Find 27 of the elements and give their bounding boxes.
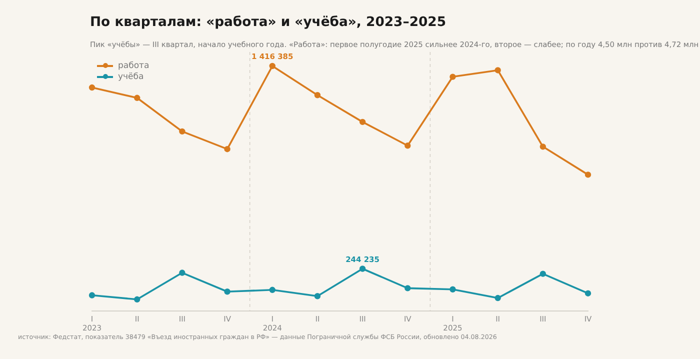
point	[494, 294, 501, 302]
point	[314, 293, 321, 300]
point	[359, 118, 366, 126]
point	[359, 266, 366, 272]
point	[88, 84, 96, 91]
point	[540, 144, 546, 150]
point	[224, 146, 230, 152]
point	[224, 288, 230, 295]
point	[179, 128, 186, 135]
point	[584, 172, 592, 178]
point	[179, 270, 186, 276]
point	[450, 74, 456, 80]
point	[494, 67, 501, 74]
point	[584, 290, 592, 296]
point	[450, 286, 456, 292]
point	[88, 292, 96, 298]
legend-label: учёба	[118, 72, 144, 82]
point	[404, 142, 411, 149]
chart-title: По кварталам: «работа» и «учёба», 2023–2025	[90, 15, 446, 30]
point	[269, 62, 276, 70]
legend-label: работа	[118, 60, 150, 70]
point	[540, 270, 546, 277]
point	[134, 94, 140, 101]
point	[404, 285, 411, 292]
point	[314, 92, 321, 98]
point	[134, 296, 140, 303]
point	[269, 286, 276, 293]
